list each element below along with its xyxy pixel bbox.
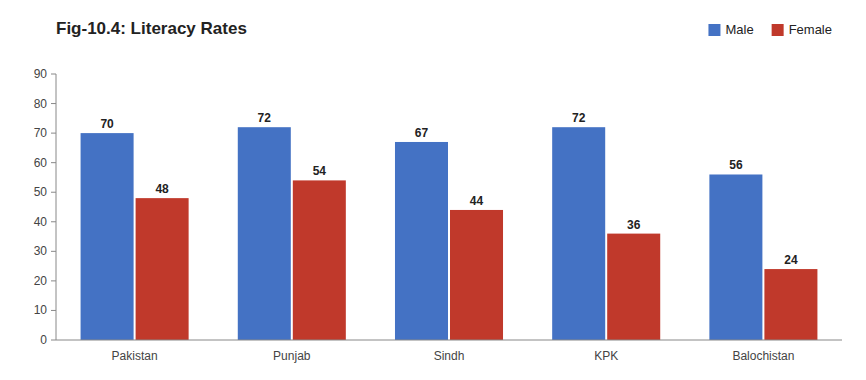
y-tick-label: 70 [34, 126, 48, 140]
bar [607, 234, 660, 340]
data-label: 72 [258, 111, 272, 125]
chart-container: Fig-10.4: Literacy Rates 0 10 20 30 40 50 60 70 8… [0, 0, 866, 380]
y-tick [51, 192, 56, 193]
legend-swatch [772, 24, 784, 36]
bar [764, 269, 817, 340]
y-tick [51, 280, 56, 281]
y-tick-label: 90 [34, 67, 48, 81]
data-label: 24 [784, 253, 798, 267]
x-tick-label: Balochistan [732, 349, 794, 363]
bar [450, 210, 503, 340]
title: Fig-10.4: Literacy Rates [56, 19, 247, 38]
data-label: 56 [729, 158, 743, 172]
legend-item: Female [772, 22, 832, 37]
bars [81, 127, 818, 340]
data-label: 70 [100, 117, 114, 131]
data-label: 54 [313, 164, 327, 178]
x-tick-label: Sindh [434, 349, 465, 363]
y-tick-label: 10 [34, 303, 48, 317]
y-tick-label: 30 [34, 244, 48, 258]
x-axis-line [56, 340, 842, 341]
y-tick [51, 221, 56, 222]
legend-label: Female [789, 22, 832, 37]
bar [709, 174, 762, 340]
y-tick-label: 60 [34, 156, 48, 170]
y-tick [51, 251, 56, 252]
data-label: 48 [155, 182, 169, 196]
bar [81, 133, 134, 340]
y-tick [51, 74, 56, 75]
y-tick [51, 340, 56, 341]
bar [136, 198, 189, 340]
data-label: 36 [627, 218, 641, 232]
y-tick [51, 162, 56, 163]
legend: Male Female [708, 22, 832, 37]
data-label: 72 [572, 111, 586, 125]
bar [552, 127, 605, 340]
y-tick [51, 133, 56, 134]
chart: Fig-10.4: Literacy Rates 0 10 20 30 40 50 60 70 8… [0, 0, 866, 380]
legend-swatch [708, 24, 720, 36]
x-tick-label: KPK [594, 349, 618, 363]
data-label: 67 [415, 126, 429, 140]
y-axis: 0 10 20 30 40 50 60 70 80 90 [34, 67, 56, 347]
bar [395, 142, 448, 340]
x-tick-label: Punjab [273, 349, 311, 363]
y-tick-label: 50 [34, 185, 48, 199]
y-axis-line [56, 74, 57, 340]
x-tick-label: Pakistan [112, 349, 158, 363]
y-tick [51, 310, 56, 311]
legend-item: Male [708, 22, 753, 37]
y-tick-label: 80 [34, 97, 48, 111]
data-labels: 70 72 67 72 56 48 54 44 36 24 [100, 111, 797, 267]
y-tick-label: 20 [34, 274, 48, 288]
data-label: 44 [470, 194, 484, 208]
y-tick-label: 40 [34, 215, 48, 229]
y-tick [51, 103, 56, 104]
legend-label: Male [725, 22, 753, 37]
bar [238, 127, 291, 340]
y-tick-label: 0 [40, 333, 47, 347]
bar [293, 180, 346, 340]
x-axis: Pakistan Punjab Sindh KPK Balochistan [112, 349, 795, 363]
